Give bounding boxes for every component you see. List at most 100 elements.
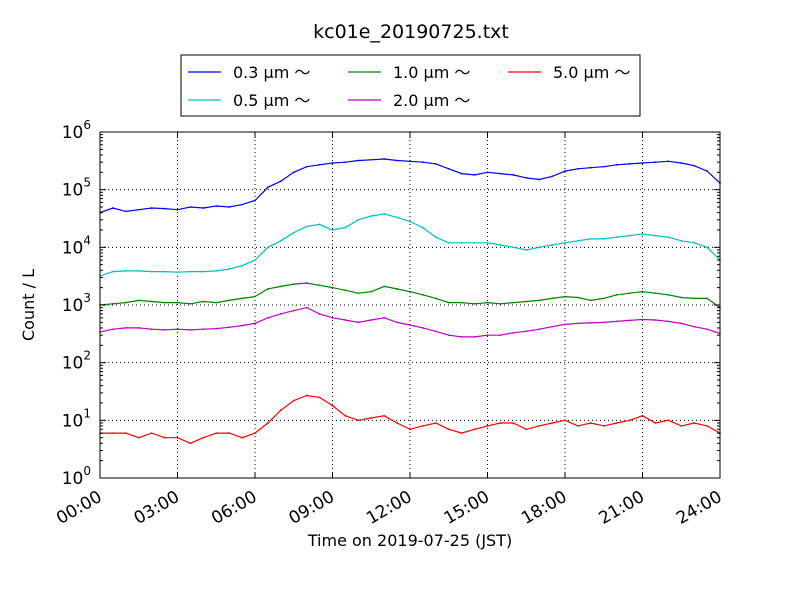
data-point-series-2 (396, 288, 398, 290)
data-point-series-3 (370, 319, 373, 321)
data-point-series-2 (254, 295, 256, 298)
data-point-series-0 (357, 159, 360, 162)
data-point-series-4 (512, 422, 515, 424)
data-point-series-2 (628, 292, 631, 295)
data-point-series-0 (473, 174, 476, 176)
data-point-series-4 (628, 419, 631, 422)
data-point-series-2 (512, 301, 515, 304)
legend-label-0: 0.3 μm ～ (233, 63, 310, 82)
data-point-series-3 (305, 306, 308, 309)
data-point-series-2 (137, 299, 140, 302)
data-point-series-3 (577, 322, 579, 325)
data-point-series-4 (124, 432, 127, 435)
data-point-series-2 (241, 297, 243, 300)
data-point-series-1 (641, 233, 644, 235)
x-tick-label: 21:00 (596, 487, 648, 529)
data-point-series-3 (447, 334, 450, 337)
legend: 0.3 μm ～ 0.5 μm ～ 1.0 μm ～ 2.0 μm ～ 5.0 μm ～ (180, 54, 641, 117)
data-point-series-3 (589, 321, 592, 324)
data-point-series-2 (163, 301, 166, 304)
data-point-series-1 (163, 270, 166, 273)
data-point-series-3 (331, 316, 334, 319)
data-point-series-2 (357, 292, 360, 295)
data-point-series-3 (383, 316, 386, 319)
data-point-series-4 (706, 425, 708, 427)
data-point-series-4 (654, 422, 657, 424)
data-point-series-0 (577, 167, 579, 170)
data-point-series-3 (680, 322, 683, 325)
x-tick-label: 18:00 (518, 487, 570, 529)
data-point-series-2 (447, 301, 450, 304)
data-point-series-2 (124, 301, 127, 304)
data-point-series-1 (628, 234, 631, 237)
data-point-series-4 (228, 432, 231, 435)
data-point-series-1 (706, 246, 708, 249)
data-point-series-1 (602, 238, 605, 240)
data-point-series-2 (615, 293, 618, 296)
data-point-series-0 (706, 170, 708, 172)
data-point-series-4 (292, 399, 295, 402)
data-point-series-2 (693, 297, 696, 300)
data-point-series-1 (254, 259, 256, 262)
x-axis-label: Time on 2019-07-25 (JST) (307, 531, 512, 550)
data-point-series-0 (318, 163, 321, 166)
legend-label-1: 0.5 μm ～ (233, 91, 310, 110)
data-point-series-3 (628, 319, 631, 322)
data-point-series-1 (124, 270, 127, 272)
data-point-series-4 (434, 422, 437, 424)
data-point-series-3 (228, 326, 231, 329)
data-point-series-3 (163, 329, 166, 331)
data-point-series-4 (112, 432, 114, 435)
data-point-series-1 (357, 218, 360, 221)
data-point-series-1 (176, 271, 179, 274)
data-point-series-3 (602, 321, 605, 324)
data-point-series-4 (215, 432, 218, 435)
data-point-series-2 (641, 290, 644, 293)
data-point-series-1 (137, 270, 140, 272)
data-point-series-1 (383, 212, 386, 215)
data-point-series-1 (396, 216, 398, 219)
data-point-series-4 (538, 425, 541, 427)
data-point-series-4 (551, 422, 553, 424)
data-point-series-0 (434, 162, 437, 165)
data-point-series-1 (409, 220, 411, 223)
data-point-series-2 (577, 296, 579, 299)
data-point-series-3 (499, 334, 502, 337)
data-point-series-1 (538, 246, 541, 249)
data-point-series-2 (331, 286, 334, 289)
data-point-series-3 (215, 327, 218, 330)
data-point-series-0 (163, 207, 166, 210)
data-point-series-2 (370, 290, 373, 293)
data-point-series-0 (615, 163, 618, 166)
data-point-series-3 (422, 327, 424, 329)
data-point-series-0 (370, 158, 373, 161)
data-point-series-3 (254, 322, 256, 325)
data-point-series-0 (693, 164, 696, 167)
data-point-series-3 (176, 328, 179, 331)
data-point-series-4 (150, 432, 153, 435)
data-point-series-3 (564, 323, 566, 326)
data-point-series-4 (422, 425, 424, 427)
x-tick-labels: 00:00 03:00 06:00 09:00 12:00 15:00 18:00 21:00… (53, 487, 725, 529)
data-point-series-1 (615, 236, 618, 239)
data-point-series-4 (447, 428, 450, 431)
data-point-series-0 (564, 170, 566, 172)
data-point-series-4 (396, 422, 398, 424)
data-point-series-1 (551, 244, 553, 246)
chart-title: kc01e_20190725.txt (313, 21, 509, 43)
data-point-series-4 (254, 432, 256, 435)
data-point-series-0 (512, 174, 515, 176)
data-point-series-3 (150, 328, 153, 331)
data-point-series-1 (112, 270, 114, 273)
data-point-series-4 (383, 414, 386, 417)
data-point-series-4 (525, 428, 528, 431)
x-tick-label: 24:00 (673, 487, 725, 529)
data-point-series-1 (512, 246, 515, 249)
data-point-series-2 (202, 300, 205, 303)
data-point-series-2 (150, 300, 153, 303)
data-point-series-4 (564, 419, 566, 422)
data-point-series-1 (447, 241, 450, 244)
data-point-series-1 (473, 241, 476, 244)
data-point-series-3 (693, 325, 696, 328)
legend-box (180, 54, 641, 117)
